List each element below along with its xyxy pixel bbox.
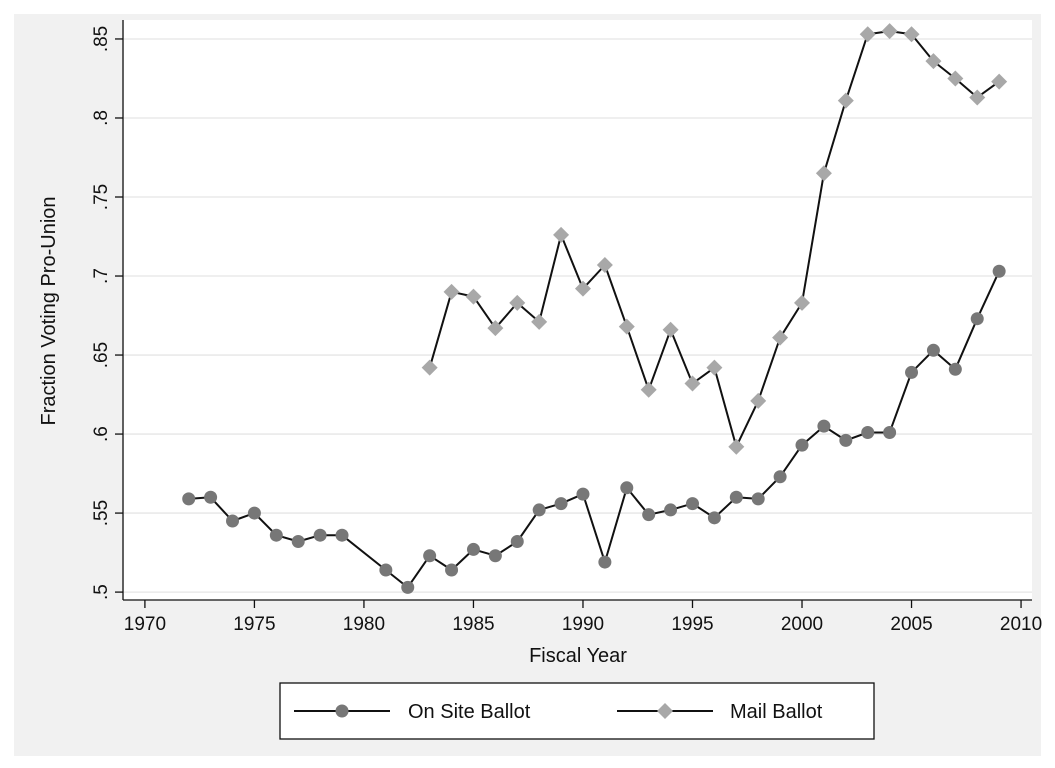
on-site-ballot-point [905, 365, 919, 379]
mail-ballot-point [859, 26, 876, 43]
on-site-ballot-point [335, 528, 349, 542]
x-tick-label: 2010 [1000, 614, 1042, 635]
on-site-ballot-point [291, 535, 305, 549]
mail-ballot-point [837, 92, 854, 109]
on-site-ballot-point [247, 506, 261, 520]
on-site-ballot-point [379, 563, 393, 577]
x-tick-label: 1990 [562, 614, 604, 635]
mail-ballot-point [969, 89, 986, 106]
y-tick-label: .85 [91, 26, 112, 52]
mail-ballot-point [794, 294, 811, 311]
on-site-ballot-point [795, 438, 809, 452]
on-site-ballot-point [729, 490, 743, 504]
on-site-ballot-point [182, 492, 196, 506]
legend-marker-mail [657, 703, 673, 719]
on-site-ballot-point [510, 535, 524, 549]
mail-ballot-point [487, 320, 504, 337]
mail-ballot-point [947, 70, 964, 87]
x-tick-label: 2000 [781, 614, 823, 635]
on-site-ballot-point [664, 503, 678, 517]
mail-ballot-point [574, 280, 591, 297]
mail-ballot-point [618, 318, 635, 335]
mail-ballot-point [881, 23, 898, 40]
axes [122, 20, 1032, 601]
mail-ballot-point [662, 321, 679, 338]
mail-ballot-point [421, 359, 438, 376]
mail-ballot-point [531, 313, 548, 330]
on-site-ballot-point [532, 503, 546, 517]
on-site-ballot-point [445, 563, 459, 577]
y-tick-label: .55 [91, 500, 112, 526]
mail-ballot-point [925, 53, 942, 70]
y-tick-label: .65 [91, 342, 112, 368]
y-tick-label: .75 [91, 184, 112, 210]
x-tick-label: 1980 [343, 614, 385, 635]
on-site-ballot-point [466, 542, 480, 556]
x-tick-label: 2005 [890, 614, 932, 635]
on-site-ballot-point [992, 264, 1006, 278]
y-axis-title: Fraction Voting Pro-Union [38, 196, 60, 425]
on-site-ballot-point [948, 362, 962, 376]
on-site-ballot-point [773, 470, 787, 484]
on-site-ballot-point [226, 514, 240, 528]
on-site-ballot-point [269, 528, 283, 542]
on-site-ballot-point [685, 497, 699, 511]
mail-ballot-point [443, 283, 460, 300]
on-site-ballot-point [423, 549, 437, 563]
y-tick-label: .5 [91, 584, 112, 600]
legend: On Site Ballot Mail Ballot [279, 682, 875, 740]
mail-ballot-point [903, 26, 920, 43]
on-site-ballot-point [970, 312, 984, 326]
on-site-ballot-point [620, 481, 634, 495]
on-site-ballot-point [751, 492, 765, 506]
series-markers [182, 23, 1008, 594]
mail-ballot-point [596, 256, 613, 273]
mail-ballot-point [815, 165, 832, 182]
on-site-ballot-point [488, 549, 502, 563]
y-tick-label: .6 [91, 426, 112, 442]
on-site-ballot-point [576, 487, 590, 501]
on-site-ballot-point [313, 528, 327, 542]
y-axis-ticks: .5 .55 .6 .65 .7 .75 .8 .85 [91, 26, 123, 600]
on-site-ballot-point [401, 580, 415, 594]
legend-label-mail: Mail Ballot [730, 701, 823, 723]
legend-label-on-site: On Site Ballot [408, 701, 531, 723]
on-site-ballot-point [861, 425, 875, 439]
y-tick-label: .7 [91, 268, 112, 284]
on-site-ballot-point [707, 511, 721, 525]
x-tick-label: 1975 [233, 614, 275, 635]
mail-ballot-point [509, 294, 526, 311]
on-site-ballot-point [883, 425, 897, 439]
on-site-ballot-point [554, 497, 568, 511]
mail-ballot-point [728, 438, 745, 455]
on-site-ballot-point [839, 433, 853, 447]
x-axis-title: Fiscal Year [529, 645, 627, 667]
mail-ballot-point [991, 73, 1008, 90]
mail-ballot-point [706, 359, 723, 376]
x-tick-label: 1995 [671, 614, 713, 635]
on-site-ballot-point [642, 508, 656, 522]
on-site-ballot-point [598, 555, 612, 569]
on-site-ballot-point [817, 419, 831, 433]
x-axis-ticks: 1970 1975 1980 1985 1990 1995 2000 2005 2010 [124, 600, 1042, 635]
x-tick-label: 1985 [452, 614, 494, 635]
on-site-ballot-point [926, 343, 940, 357]
mail-ballot-point [640, 381, 657, 398]
x-tick-label: 1970 [124, 614, 166, 635]
mail-ballot-point [465, 288, 482, 305]
mail-ballot-point [772, 329, 789, 346]
mail-ballot-point [684, 375, 701, 392]
mail-ballot-point [553, 226, 570, 243]
plot-area [124, 20, 1032, 600]
mail-ballot-point [750, 392, 767, 409]
on-site-ballot-point [204, 490, 218, 504]
legend-marker-on-site [335, 704, 349, 718]
y-tick-label: .8 [91, 110, 112, 126]
